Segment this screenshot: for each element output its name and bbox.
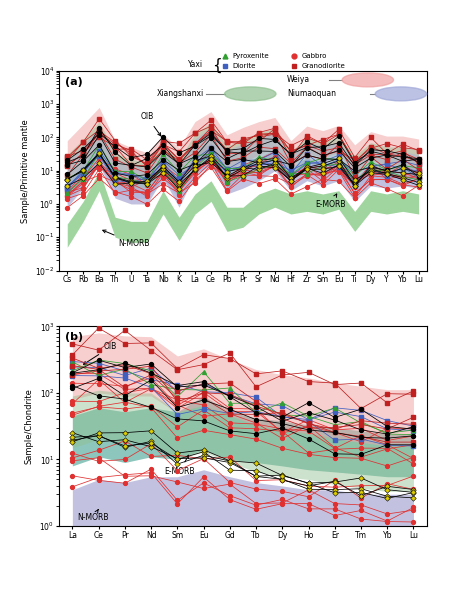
Text: N-MORB: N-MORB (78, 509, 109, 521)
Y-axis label: Sample/Primitive mantle: Sample/Primitive mantle (21, 119, 30, 223)
Y-axis label: Sample/Chondrite: Sample/Chondrite (25, 388, 34, 464)
Text: E-MORB: E-MORB (315, 194, 345, 209)
Text: {: { (212, 57, 221, 73)
Text: Diorite: Diorite (232, 63, 255, 69)
Text: (a): (a) (65, 77, 82, 87)
Text: Yaxi: Yaxi (188, 60, 203, 69)
Text: E-MORB: E-MORB (164, 455, 195, 476)
Text: (b): (b) (65, 332, 83, 342)
Text: Weiya: Weiya (287, 76, 310, 85)
Text: N-MORB: N-MORB (103, 230, 150, 248)
Text: OIB: OIB (140, 112, 161, 136)
Text: OIB: OIB (83, 342, 117, 365)
Text: Niumaoquan: Niumaoquan (287, 89, 336, 98)
Text: Xiangshanxi: Xiangshanxi (156, 89, 204, 98)
Text: Gabbro: Gabbro (301, 53, 327, 59)
Text: Granodiorite: Granodiorite (301, 63, 346, 69)
Text: Pyroxenite: Pyroxenite (232, 53, 269, 59)
Ellipse shape (375, 87, 427, 101)
Ellipse shape (342, 73, 393, 87)
Ellipse shape (225, 87, 276, 101)
